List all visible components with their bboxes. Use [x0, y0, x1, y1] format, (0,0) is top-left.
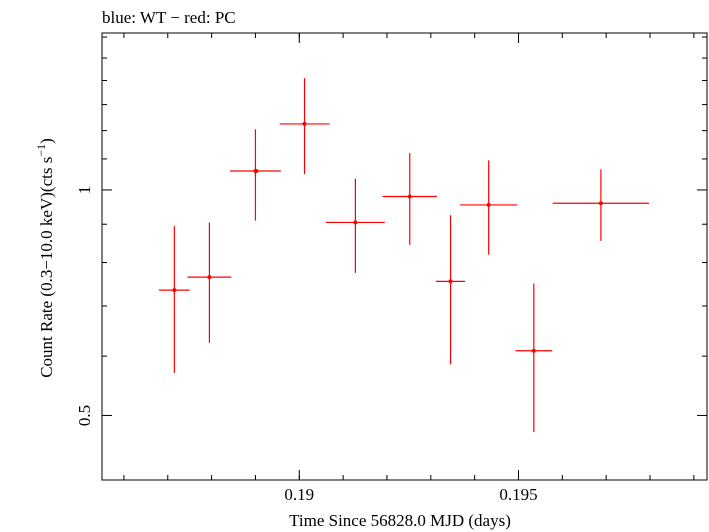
data-point	[187, 222, 232, 343]
point-marker	[254, 168, 259, 173]
y-axis-label-close: )	[37, 138, 56, 144]
point-marker	[407, 194, 412, 199]
x-tick-label: 0.19	[284, 485, 314, 504]
data-point	[460, 160, 518, 255]
data-points	[158, 78, 650, 433]
data-point	[436, 215, 465, 365]
data-point	[382, 153, 437, 245]
x-axis-label: Time Since 56828.0 MJD (days)	[289, 511, 511, 530]
chart-title: blue: WT − red: PC	[102, 8, 236, 27]
y-tick-label: 0.5	[75, 405, 94, 426]
data-point	[230, 129, 281, 221]
plot-frame	[101, 32, 708, 481]
data-point	[158, 226, 190, 373]
y-axis-label-main: Count Rate (0.3−10.0 keV)(cts s	[37, 157, 56, 378]
data-point	[515, 283, 553, 433]
point-marker	[353, 220, 358, 225]
y-axis-label-superscript: −1	[34, 144, 48, 157]
point-marker	[598, 201, 603, 206]
data-point	[279, 78, 330, 175]
point-marker	[172, 288, 177, 293]
y-tick-label: 1	[75, 186, 94, 195]
point-marker	[302, 121, 307, 126]
point-marker	[531, 348, 536, 353]
point-marker	[448, 279, 453, 284]
point-marker	[486, 202, 491, 207]
data-point	[326, 178, 385, 273]
data-point	[552, 169, 650, 241]
x-axis-ticks: 0.19 0.195	[123, 33, 695, 504]
x-tick-label: 0.195	[499, 485, 537, 504]
data-point	[254, 168, 259, 173]
y-axis-ticks: 0.51	[75, 36, 707, 426]
point-marker	[207, 275, 212, 280]
y-axis-label: Count Rate (0.3−10.0 keV)(cts s−1)	[34, 138, 56, 378]
